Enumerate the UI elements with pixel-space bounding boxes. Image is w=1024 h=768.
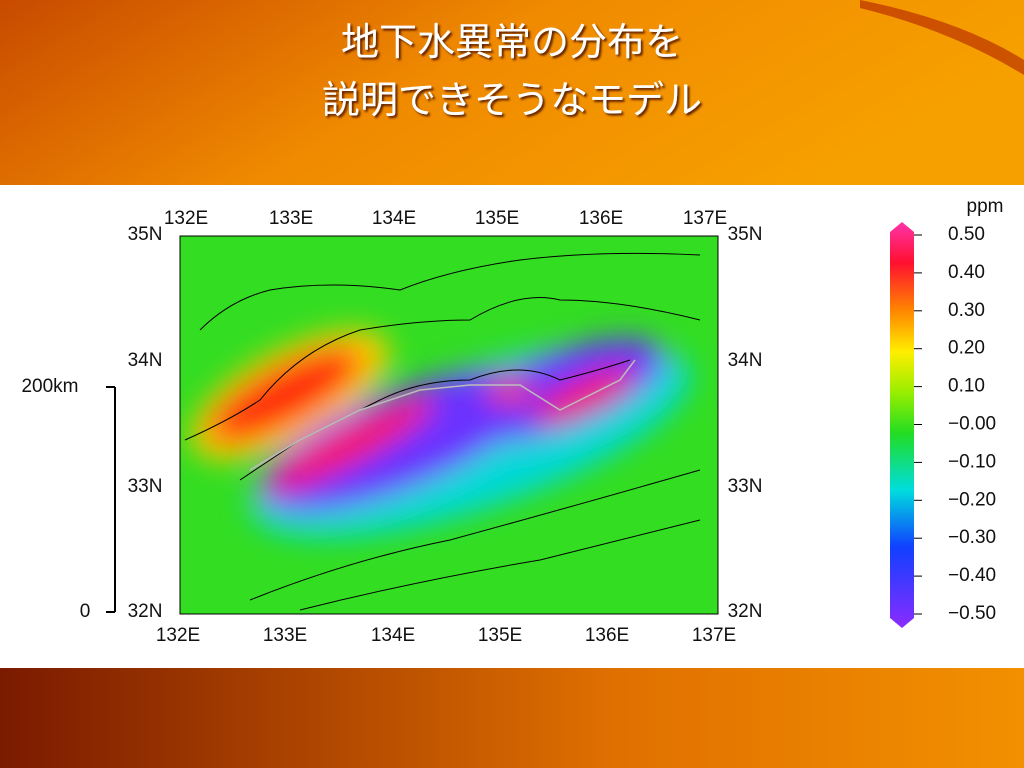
lat-label: 33N xyxy=(728,476,763,497)
footer-bg xyxy=(0,668,1024,768)
lon-label: 133E xyxy=(263,625,307,646)
colorbar-label: −0.50 xyxy=(948,603,996,624)
title-line: 説明できそうなモデル xyxy=(322,78,702,122)
colorbar-label: −0.40 xyxy=(948,565,996,586)
colorbar-label: 0.20 xyxy=(948,338,985,359)
map xyxy=(180,236,718,614)
lon-label: 135E xyxy=(475,208,519,229)
colorbar-label: 0.10 xyxy=(948,376,985,397)
lat-label: 32N xyxy=(728,601,763,622)
lon-label: 132E xyxy=(156,625,200,646)
lon-label: 132E xyxy=(164,208,208,229)
colorbar xyxy=(890,222,914,628)
colorbar-unit: ppm xyxy=(967,196,1004,217)
colorbar-label: −0.10 xyxy=(948,451,996,472)
lon-label: 137E xyxy=(692,625,736,646)
scale-label: 200km xyxy=(21,376,78,397)
title-line: 地下水異常の分布を xyxy=(341,20,683,64)
lat-label: 34N xyxy=(728,350,763,371)
map-frame xyxy=(179,235,719,615)
colorbar-label: −0.20 xyxy=(948,489,996,510)
lon-label: 137E xyxy=(683,208,727,229)
lat-label: 32N xyxy=(128,601,163,622)
scale-label: 0 xyxy=(80,601,91,622)
lon-label: 136E xyxy=(585,625,629,646)
lat-label: 34N xyxy=(128,350,163,371)
lat-label: 35N xyxy=(728,224,763,245)
colorbar-label: 0.30 xyxy=(948,300,985,321)
lon-label: 135E xyxy=(478,625,522,646)
swoosh xyxy=(860,0,1024,75)
lon-label: 133E xyxy=(269,208,313,229)
lat-label: 35N xyxy=(128,224,163,245)
lon-label: 136E xyxy=(579,208,623,229)
header-bg xyxy=(0,0,1024,185)
lat-label: 33N xyxy=(128,476,163,497)
colorbar-label: 0.50 xyxy=(948,224,985,245)
colorbar-label: −0.00 xyxy=(948,414,996,435)
colorbar-label: −0.30 xyxy=(948,527,996,548)
lon-label: 134E xyxy=(371,625,415,646)
colorbar-label: 0.40 xyxy=(948,262,985,283)
lon-label: 134E xyxy=(372,208,416,229)
